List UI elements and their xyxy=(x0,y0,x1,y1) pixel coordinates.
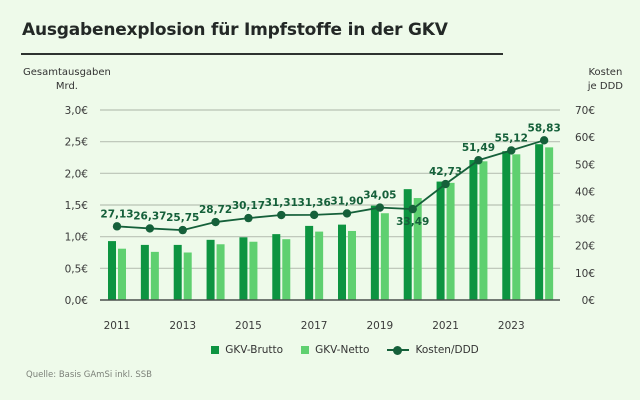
data-label-kosten-ddd: 55,12 xyxy=(495,132,528,144)
data-label-kosten-ddd: 34,05 xyxy=(363,190,396,202)
chart-title: Ausgabenexplosion für Impfstoffe in der … xyxy=(22,20,448,40)
x-tick-label: 2021 xyxy=(432,320,459,332)
x-tick-label: 2019 xyxy=(366,320,393,332)
line-kosten-ddd xyxy=(116,139,545,232)
bar-gkv-netto xyxy=(118,248,126,300)
y-tick-left: 2,5€ xyxy=(65,137,88,149)
y-tick-right: 70€ xyxy=(575,105,595,117)
data-label-kosten-ddd: 31,31 xyxy=(265,197,298,209)
bar-gkv-netto xyxy=(479,161,488,300)
y-tick-left: 1,5€ xyxy=(65,200,88,212)
bar-gkv-brutto xyxy=(272,234,281,300)
y-tick-right: 50€ xyxy=(575,159,595,171)
line-point-kosten-ddd xyxy=(211,217,220,227)
bar-gkv-netto xyxy=(446,182,455,300)
bar-gkv-brutto xyxy=(108,241,116,300)
bar-gkv-brutto xyxy=(502,151,511,300)
y-tick-right: 10€ xyxy=(575,268,595,280)
bar-gkv-brutto xyxy=(173,244,182,300)
data-label-kosten-ddd: 31,36 xyxy=(298,197,331,209)
right-axis-title: Kosten je DDD xyxy=(588,66,623,94)
bar-gkv-netto xyxy=(315,231,324,300)
line-point-kosten-ddd xyxy=(375,203,385,212)
data-label-kosten-ddd: 26,37 xyxy=(133,210,166,222)
title-divider xyxy=(21,53,503,55)
legend-item-kosten-ddd: Kosten/DDD xyxy=(387,344,479,356)
y-tick-right: 0€ xyxy=(582,295,595,307)
x-tick-label: 2013 xyxy=(169,320,196,332)
bar-gkv-brutto xyxy=(338,224,346,300)
bar-gkv-netto xyxy=(183,252,192,300)
legend: GKV-Brutto GKV-Netto Kosten/DDD xyxy=(0,344,640,356)
legend-item-netto: GKV-Netto xyxy=(301,344,369,356)
y-tick-left: 0,0€ xyxy=(65,295,88,307)
bar-gkv-brutto xyxy=(206,239,215,300)
bar-gkv-brutto xyxy=(370,205,379,300)
legend-line-marker-icon xyxy=(387,345,410,355)
bar-gkv-brutto xyxy=(305,225,314,300)
bar-gkv-netto xyxy=(413,198,422,300)
line-point-kosten-ddd xyxy=(441,179,450,189)
left-axis-title: Gesamtausgaben Mrd. xyxy=(23,66,111,94)
data-label-kosten-ddd: 31,90 xyxy=(330,195,363,207)
left-axis-title-line2: Mrd. xyxy=(55,81,78,92)
data-label-kosten-ddd: 42,73 xyxy=(429,166,462,178)
legend-label-netto: GKV-Netto xyxy=(315,344,370,356)
x-tick-label: 2023 xyxy=(498,320,525,332)
bar-gkv-netto xyxy=(249,241,258,300)
line-point-kosten-ddd xyxy=(474,156,483,165)
line-point-kosten-ddd xyxy=(507,146,516,155)
data-label-kosten-ddd: 33,49 xyxy=(396,216,429,228)
bar-gkv-brutto xyxy=(535,144,544,300)
data-label-kosten-ddd: 58,83 xyxy=(528,122,561,134)
y-tick-left: 0,5€ xyxy=(65,263,88,275)
bar-gkv-brutto xyxy=(403,189,412,300)
line-point-kosten-ddd xyxy=(112,222,122,231)
left-axis-title-line1: Gesamtausgaben xyxy=(23,67,111,78)
source-note: Quelle: Basis GAmSi inkl. SSB xyxy=(26,370,152,380)
line-point-kosten-ddd xyxy=(309,210,319,220)
y-tick-left: 2,0€ xyxy=(65,168,88,180)
y-tick-right: 60€ xyxy=(575,132,595,144)
line-point-kosten-ddd xyxy=(145,224,155,233)
data-label-kosten-ddd: 25,75 xyxy=(166,212,199,224)
y-tick-left: 1,0€ xyxy=(65,232,88,244)
line-point-kosten-ddd xyxy=(277,210,286,220)
bar-gkv-brutto xyxy=(239,237,248,300)
bar-gkv-netto xyxy=(348,230,356,300)
line-point-kosten-ddd xyxy=(244,213,253,223)
x-tick-label: 2015 xyxy=(235,320,262,332)
bar-gkv-brutto xyxy=(436,181,445,300)
legend-swatch-netto xyxy=(301,346,310,354)
bar-gkv-netto xyxy=(216,244,225,300)
y-tick-left: 3,0€ xyxy=(65,105,88,117)
bar-gkv-netto xyxy=(282,239,291,300)
right-axis-title-line2: je DDD xyxy=(587,81,623,92)
line-point-kosten-ddd xyxy=(539,136,549,145)
data-label-kosten-ddd: 30,17 xyxy=(232,200,265,212)
line-point-kosten-ddd xyxy=(342,209,352,218)
bar-gkv-netto xyxy=(545,147,554,300)
data-label-kosten-ddd: 27,13 xyxy=(100,208,133,220)
x-tick-label: 2011 xyxy=(104,320,131,332)
bar-gkv-brutto xyxy=(469,160,478,300)
data-label-kosten-ddd: 28,72 xyxy=(199,204,232,216)
data-label-kosten-ddd: 51,49 xyxy=(462,142,495,154)
y-tick-right: 30€ xyxy=(575,214,595,226)
line-point-kosten-ddd xyxy=(178,225,187,235)
bar-gkv-brutto xyxy=(140,244,149,300)
y-tick-right: 20€ xyxy=(575,241,595,253)
bar-gkv-netto xyxy=(380,213,389,300)
right-axis-title-line1: Kosten xyxy=(588,67,623,78)
line-point-kosten-ddd xyxy=(408,204,417,214)
legend-swatch-brutto xyxy=(211,346,220,354)
legend-label-brutto: GKV-Brutto xyxy=(225,344,284,356)
bar-gkv-netto xyxy=(150,251,159,300)
y-tick-right: 40€ xyxy=(575,186,595,198)
legend-label-kosten-ddd: Kosten/DDD xyxy=(415,344,479,356)
bar-gkv-netto xyxy=(512,154,521,300)
x-tick-label: 2017 xyxy=(301,320,328,332)
legend-item-brutto: GKV-Brutto xyxy=(211,344,283,356)
